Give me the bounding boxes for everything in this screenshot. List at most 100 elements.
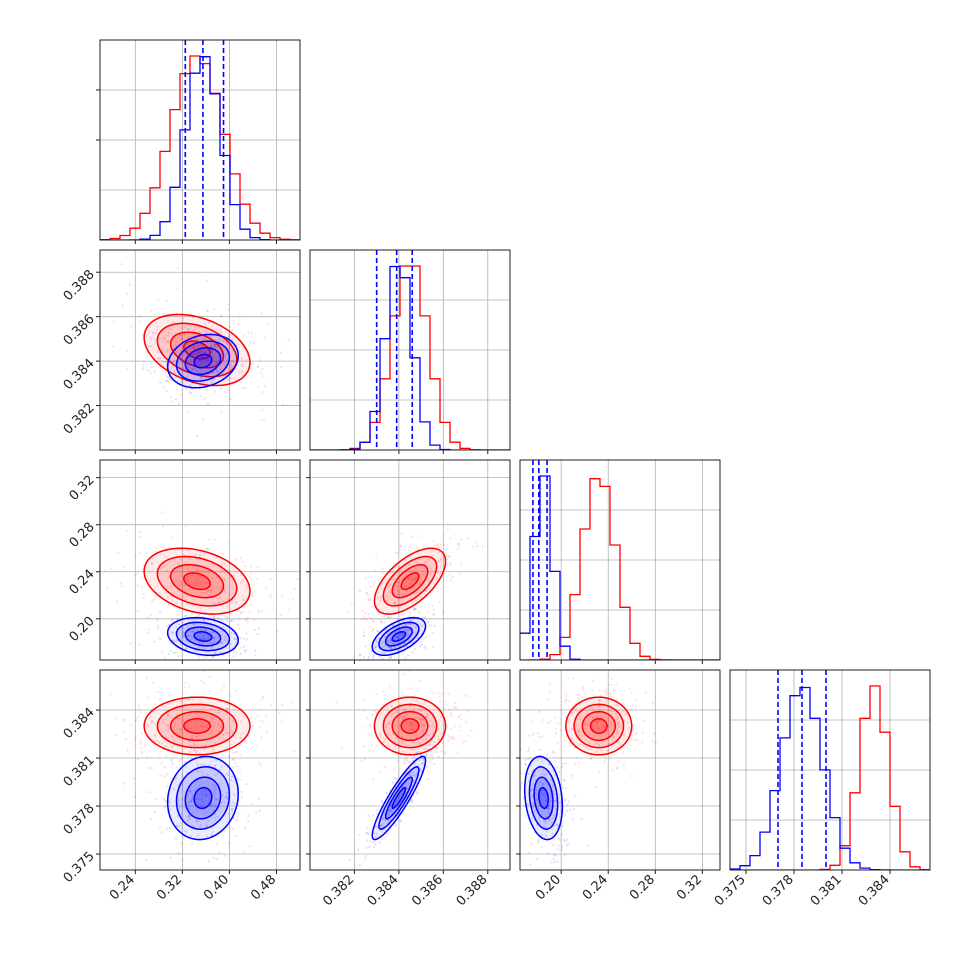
scatter-point xyxy=(210,804,213,808)
scatter-point xyxy=(197,656,200,659)
scatter-point xyxy=(182,720,185,723)
scatter-point xyxy=(200,375,203,378)
scatter-point xyxy=(368,845,371,848)
scatter-point xyxy=(217,630,220,633)
scatter-point xyxy=(428,760,431,763)
scatter-point xyxy=(372,656,375,660)
scatter-point xyxy=(587,721,590,724)
scatter-point xyxy=(602,726,605,729)
x-tick-label: 0.386 xyxy=(409,872,446,909)
contour-series-0 xyxy=(156,555,238,607)
scatter-point xyxy=(201,357,204,360)
scatter-point xyxy=(402,812,405,815)
scatter-point xyxy=(194,381,197,385)
scatter-point xyxy=(227,346,230,349)
scatter-point xyxy=(442,543,445,546)
scatter-point xyxy=(616,732,620,736)
scatter-point xyxy=(405,737,408,740)
scatter-point xyxy=(195,577,198,581)
scatter-point xyxy=(175,388,178,391)
scatter-point xyxy=(433,539,436,543)
scatter-point xyxy=(418,707,421,711)
scatter-point xyxy=(132,777,135,780)
scatter-point xyxy=(201,355,204,358)
scatter-point xyxy=(176,590,179,593)
scatter-point xyxy=(195,712,198,715)
scatter-point xyxy=(576,697,579,700)
scatter-point xyxy=(205,279,209,282)
scatter-point xyxy=(166,556,169,559)
scatter-point xyxy=(375,556,378,559)
scatter-point xyxy=(226,615,229,618)
scatter-point xyxy=(199,553,202,556)
scatter-point xyxy=(200,350,203,354)
scatter-point xyxy=(366,827,369,830)
scatter-point xyxy=(167,341,170,344)
scatter-point xyxy=(186,364,189,367)
scatter-point xyxy=(185,375,188,379)
scatter-point xyxy=(220,410,223,413)
scatter-point xyxy=(239,778,242,782)
scatter-point xyxy=(394,613,397,616)
scatter-point xyxy=(166,713,169,717)
scatter-point xyxy=(170,400,173,403)
scatter-point xyxy=(194,369,197,372)
scatter-point xyxy=(169,808,172,811)
scatter-point xyxy=(215,842,218,845)
contour-series-0 xyxy=(183,718,212,734)
scatter-point xyxy=(533,774,536,777)
scatter-point xyxy=(181,798,184,801)
scatter-point xyxy=(394,777,397,780)
scatter-point xyxy=(376,629,379,632)
scatter-point xyxy=(136,715,140,718)
scatter-point xyxy=(171,632,174,635)
scatter-point xyxy=(197,819,200,823)
scatter-point xyxy=(240,720,243,723)
scatter-point xyxy=(544,800,547,803)
scatter-point xyxy=(424,561,427,564)
scatter-point xyxy=(420,625,423,628)
scatter-point xyxy=(552,857,555,861)
scatter-point xyxy=(536,839,540,842)
x-tick-label: 0.378 xyxy=(760,872,797,909)
scatter-point xyxy=(434,748,437,751)
scatter-point xyxy=(401,741,404,744)
scatter-point xyxy=(239,753,242,757)
scatter-point xyxy=(189,363,192,367)
scatter-point xyxy=(96,407,98,409)
scatter-point xyxy=(367,814,370,817)
scatter-point xyxy=(214,764,217,767)
scatter-point xyxy=(150,561,153,565)
scatter-point xyxy=(617,717,620,720)
scatter-point xyxy=(212,784,215,787)
scatter-point xyxy=(385,724,388,727)
scatter-point xyxy=(433,625,436,628)
scatter-point xyxy=(380,651,383,654)
scatter-point xyxy=(600,749,603,752)
scatter-point xyxy=(171,762,174,765)
scatter-point xyxy=(265,586,268,589)
scatter-point xyxy=(198,554,201,558)
scatter-point xyxy=(154,798,157,801)
scatter-point xyxy=(434,578,437,581)
scatter-point xyxy=(527,779,531,782)
scatter-point xyxy=(228,542,231,545)
scatter-point xyxy=(367,613,370,616)
scatter-point xyxy=(366,839,369,842)
scatter-point xyxy=(402,673,405,676)
scatter-point xyxy=(156,325,159,328)
plot-area xyxy=(100,40,300,240)
scatter-point xyxy=(196,622,199,625)
scatter-point xyxy=(555,727,558,730)
scatter-point xyxy=(578,730,581,733)
scatter-point xyxy=(197,359,200,362)
scatter-point xyxy=(387,722,390,725)
scatter-point xyxy=(186,567,189,570)
scatter-point xyxy=(207,589,210,592)
scatter-point xyxy=(255,745,258,748)
scatter-point xyxy=(437,755,440,758)
scatter-point xyxy=(389,655,393,659)
scatter-point xyxy=(158,698,161,701)
scatter-point xyxy=(229,642,232,646)
